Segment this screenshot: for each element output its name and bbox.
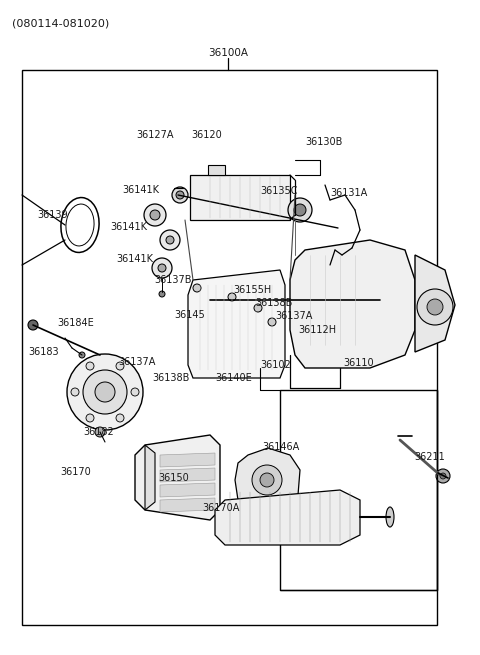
Text: 36120: 36120 — [192, 130, 222, 140]
Polygon shape — [160, 468, 215, 482]
Circle shape — [288, 198, 312, 222]
Text: 36146A: 36146A — [262, 442, 299, 452]
Polygon shape — [160, 498, 215, 512]
Text: (080114-081020): (080114-081020) — [12, 18, 109, 28]
Circle shape — [71, 388, 79, 396]
Text: 36138B: 36138B — [255, 298, 292, 308]
Polygon shape — [135, 435, 220, 520]
Text: 36110: 36110 — [343, 358, 373, 368]
Circle shape — [95, 382, 115, 402]
Circle shape — [150, 210, 160, 220]
Circle shape — [86, 414, 94, 422]
Circle shape — [144, 204, 166, 226]
Text: 36137B: 36137B — [155, 275, 192, 285]
Text: 36139: 36139 — [37, 210, 68, 220]
Circle shape — [176, 191, 184, 199]
Polygon shape — [188, 270, 285, 378]
Polygon shape — [145, 445, 155, 510]
Circle shape — [417, 289, 453, 325]
Circle shape — [158, 264, 166, 272]
Text: 36100A: 36100A — [208, 48, 248, 58]
Text: 36155H: 36155H — [233, 285, 271, 295]
Text: 36145: 36145 — [174, 310, 205, 320]
Text: 36183: 36183 — [28, 347, 59, 357]
Text: 36211: 36211 — [414, 452, 445, 462]
Circle shape — [67, 354, 143, 430]
Text: 36102: 36102 — [260, 360, 291, 370]
Polygon shape — [290, 240, 415, 368]
Circle shape — [116, 362, 124, 370]
Text: 36170A: 36170A — [202, 503, 240, 513]
Text: 36135C: 36135C — [260, 186, 298, 196]
Circle shape — [294, 204, 306, 216]
Circle shape — [83, 370, 127, 414]
Circle shape — [95, 427, 105, 437]
Circle shape — [28, 320, 38, 330]
Text: 36127A: 36127A — [136, 130, 174, 140]
Polygon shape — [208, 165, 225, 175]
Circle shape — [254, 304, 262, 312]
Text: 36150: 36150 — [158, 473, 189, 483]
Circle shape — [260, 473, 274, 487]
Circle shape — [172, 187, 188, 203]
Circle shape — [268, 318, 276, 326]
Circle shape — [79, 352, 85, 358]
Polygon shape — [160, 453, 215, 467]
Circle shape — [193, 284, 201, 292]
Circle shape — [86, 362, 94, 370]
Text: 36182: 36182 — [83, 427, 114, 437]
Polygon shape — [190, 175, 290, 220]
Polygon shape — [160, 483, 215, 497]
Circle shape — [116, 414, 124, 422]
Circle shape — [131, 388, 139, 396]
Circle shape — [440, 473, 446, 479]
Text: 36130B: 36130B — [305, 137, 342, 147]
Circle shape — [436, 469, 450, 483]
Text: 36141K: 36141K — [110, 222, 147, 232]
Text: 36140E: 36140E — [215, 373, 252, 383]
Bar — [280, 390, 437, 590]
Circle shape — [152, 258, 172, 278]
Polygon shape — [215, 490, 360, 545]
Circle shape — [228, 293, 236, 301]
Circle shape — [252, 465, 282, 495]
Ellipse shape — [386, 507, 394, 527]
Text: 36112H: 36112H — [298, 325, 336, 335]
Polygon shape — [235, 448, 300, 510]
Bar — [22, 70, 437, 625]
Text: 36141K: 36141K — [122, 185, 159, 195]
Circle shape — [160, 230, 180, 250]
Polygon shape — [415, 255, 455, 352]
Text: 36184E: 36184E — [57, 318, 94, 328]
Text: 36137A: 36137A — [275, 311, 312, 321]
Text: 36138B: 36138B — [152, 373, 190, 383]
Text: 36131A: 36131A — [330, 188, 367, 198]
Circle shape — [427, 299, 443, 315]
Text: 36170: 36170 — [60, 467, 91, 477]
Circle shape — [166, 236, 174, 244]
Circle shape — [159, 291, 165, 297]
Text: 36137A: 36137A — [118, 357, 156, 367]
Text: 36141K: 36141K — [116, 254, 153, 264]
